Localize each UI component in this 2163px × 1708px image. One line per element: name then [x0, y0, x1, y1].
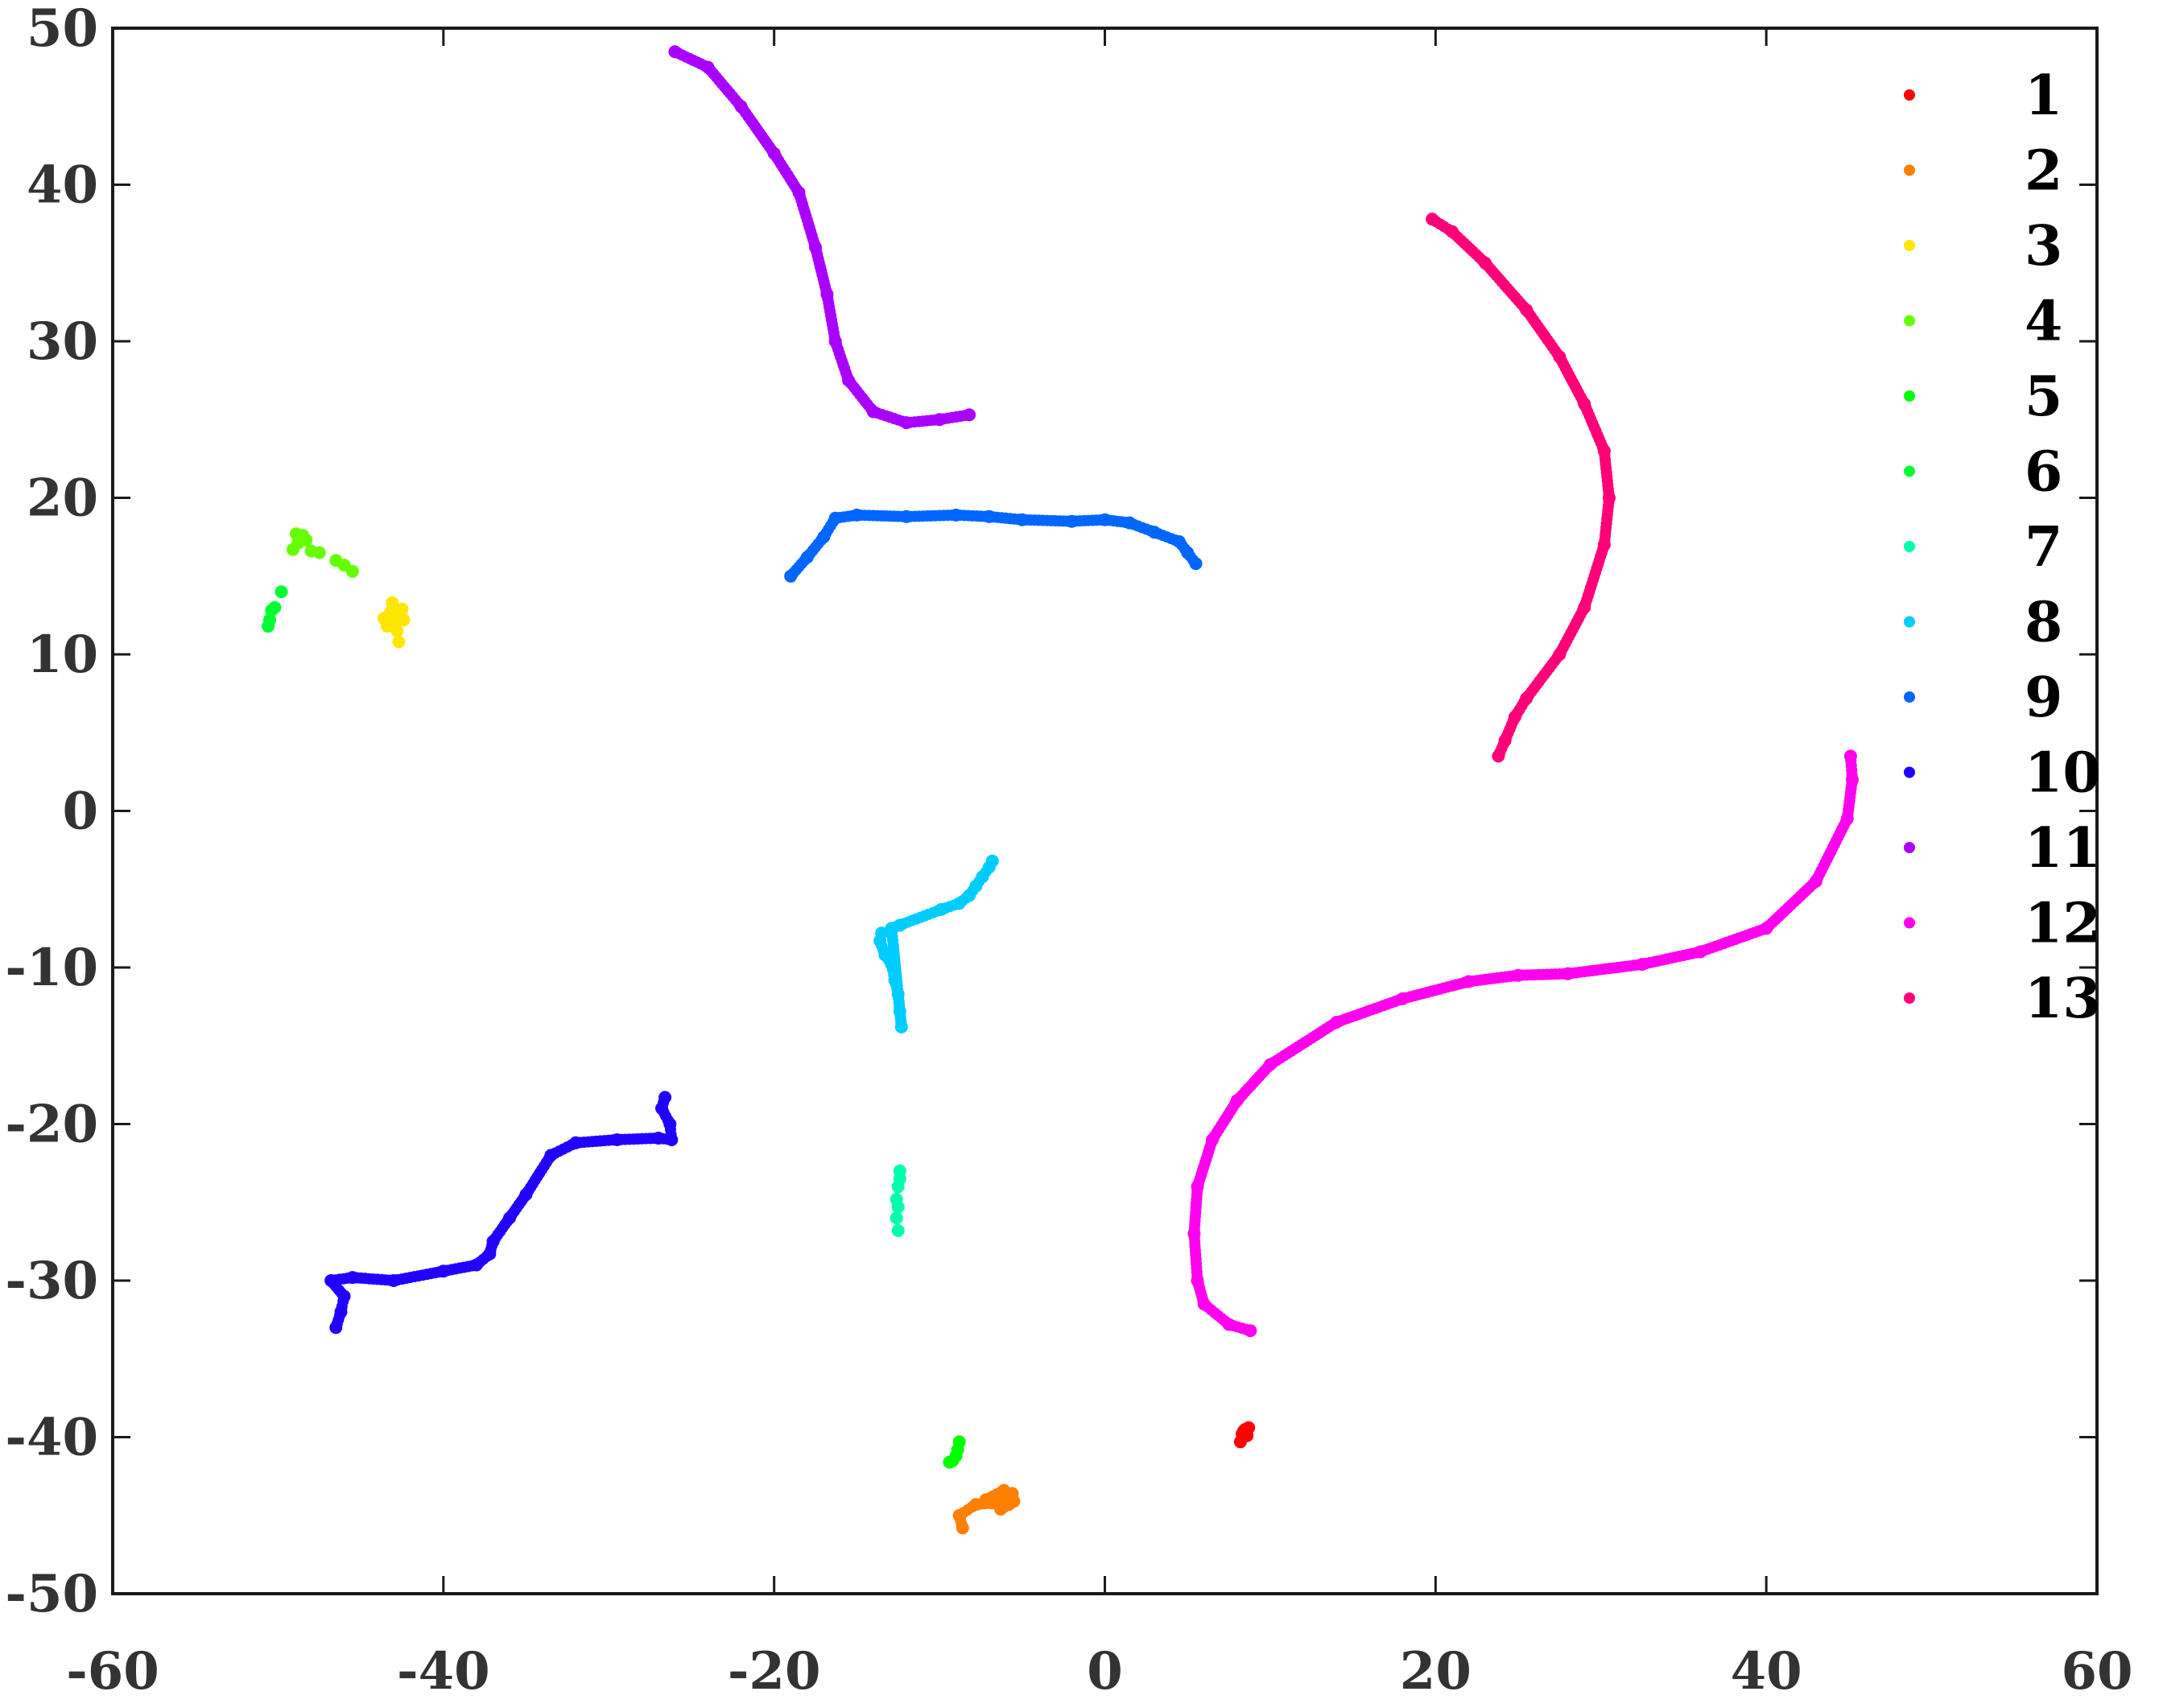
data-point: [891, 1223, 905, 1237]
legend-marker: [1904, 465, 1915, 477]
legend-marker: [1904, 992, 1915, 1004]
legend-label: 12: [2025, 892, 2101, 956]
data-point: [390, 624, 404, 637]
series-11: [668, 45, 976, 430]
legend-marker: [1904, 240, 1915, 251]
legend-marker: [1904, 541, 1915, 552]
data-point: [275, 585, 288, 599]
data-point: [299, 534, 313, 547]
data-point: [943, 1455, 956, 1469]
y-tick-label: 50: [27, 0, 98, 59]
data-point: [985, 854, 999, 868]
data-point: [1492, 749, 1505, 763]
x-tick-label: -40: [397, 1641, 490, 1702]
data-point: [956, 1521, 969, 1535]
y-tick-label: -50: [5, 1564, 98, 1624]
y-tick-label: -10: [5, 938, 98, 998]
x-tick-label: 20: [1400, 1641, 1472, 1702]
y-tick-label: 0: [62, 782, 98, 842]
data-point: [963, 408, 976, 422]
series-9: [784, 508, 1203, 583]
legend-marker: [1904, 766, 1915, 778]
data-point: [658, 1091, 672, 1104]
legend-marker: [1904, 164, 1915, 176]
y-tick-label: 10: [27, 625, 98, 685]
legend-label: 2: [2025, 139, 2062, 204]
y-tick-label: 30: [27, 311, 98, 372]
series-4: [286, 527, 359, 578]
data-point: [262, 620, 275, 633]
data-point: [1189, 557, 1203, 571]
data-points: [262, 45, 1859, 1535]
data-point: [268, 600, 282, 614]
y-tick-label: 20: [27, 468, 98, 529]
legend-label: 13: [2025, 967, 2101, 1031]
legend-marker: [1904, 917, 1915, 929]
x-tick-label: 40: [1731, 1641, 1802, 1702]
data-point: [345, 564, 359, 578]
legend-marker: [1904, 842, 1915, 853]
x-tick-label: 60: [2061, 1641, 2132, 1702]
data-point: [286, 543, 299, 556]
legend-label: 11: [2025, 816, 2101, 881]
legend-label: 9: [2025, 666, 2062, 730]
legend-label: 4: [2025, 290, 2062, 354]
legend-label: 1: [2025, 64, 2062, 128]
series-2: [952, 1483, 1021, 1535]
legend-marker: [1904, 315, 1915, 327]
data-point: [290, 527, 303, 541]
data-point: [891, 1180, 905, 1194]
legend-label: 6: [2025, 440, 2062, 505]
legend-marker: [1904, 691, 1915, 703]
series-6: [262, 585, 288, 633]
legend-marker: [1904, 616, 1915, 628]
y-tick-label: -40: [5, 1408, 98, 1468]
x-tick-label: 0: [1087, 1641, 1123, 1702]
y-tick-label: -20: [5, 1095, 98, 1155]
legend-label: 7: [2025, 515, 2062, 580]
data-point: [377, 612, 390, 625]
data-point: [1237, 1424, 1251, 1438]
series-3: [377, 596, 411, 649]
data-point: [397, 613, 411, 627]
data-point: [395, 602, 409, 616]
series-5: [943, 1435, 966, 1469]
legend-marker: [1904, 89, 1915, 101]
data-point: [386, 596, 399, 609]
legend-label: 10: [2025, 741, 2101, 806]
series-7: [890, 1164, 906, 1237]
series-10: [324, 1091, 679, 1335]
x-tick-label: -20: [728, 1641, 821, 1702]
x-tick-label: -60: [66, 1641, 159, 1702]
legend-label: 8: [2025, 591, 2062, 655]
y-tick-label: -30: [5, 1251, 98, 1311]
series-1: [1233, 1421, 1256, 1449]
data-point: [392, 635, 406, 649]
data-point: [1233, 1435, 1247, 1449]
series-8: [873, 854, 999, 1033]
y-tick-label: 40: [27, 155, 98, 216]
legend-label: 5: [2025, 365, 2062, 429]
axis-ticks: -60 -40 -20 0 20 40 60 50 40 30 20 10 0 -10 -20 -30 -40 -…: [5, 0, 2132, 1702]
data-point: [1843, 749, 1857, 763]
series-13: [1426, 212, 1616, 763]
series-12: [1187, 749, 1859, 1338]
data-point: [891, 1200, 905, 1214]
data-point: [890, 1211, 903, 1225]
legend-label: 3: [2025, 214, 2062, 278]
legend-marker: [1904, 390, 1915, 402]
data-point: [893, 1164, 906, 1178]
data-point: [952, 1435, 966, 1449]
data-point: [312, 546, 326, 559]
